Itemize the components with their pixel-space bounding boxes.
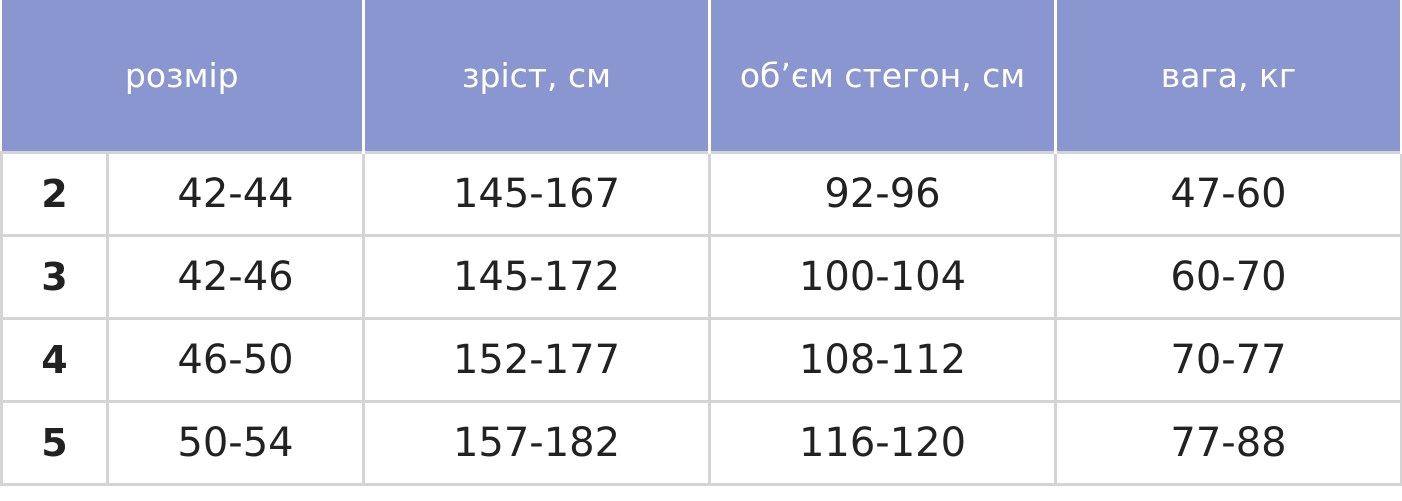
size-number: 5 — [0, 400, 109, 486]
size-number: 4 — [0, 317, 109, 403]
table-row: 5 50-54 157-182 116-120 77-88 — [0, 400, 1402, 486]
size-table: розмір зріст, см об’єм стегон, см вага, … — [0, 0, 1402, 486]
table-row: 4 46-50 152-177 108-112 70-77 — [0, 317, 1402, 403]
table-cell: 157-182 — [362, 400, 712, 486]
header-size: розмір — [1, 0, 366, 153]
table-cell: 145-172 — [362, 234, 712, 320]
table-cell: 100-104 — [708, 234, 1058, 320]
header-weight: вага, кг — [1054, 0, 1402, 153]
table-cell: 42-44 — [105, 151, 366, 237]
header-hips: об’єм стегон, см — [708, 0, 1058, 153]
table-cell: 145-167 — [362, 151, 712, 237]
size-number: 2 — [0, 151, 109, 237]
table-row: 3 42-46 145-172 100-104 60-70 — [0, 234, 1402, 320]
table-row: 2 42-44 145-167 92-96 47-60 — [0, 151, 1402, 237]
table-cell: 50-54 — [105, 400, 366, 486]
table-cell: 92-96 — [708, 151, 1058, 237]
header-row: розмір зріст, см об’єм стегон, см вага, … — [1, 0, 1402, 153]
table-cell: 108-112 — [708, 317, 1058, 403]
table-cell: 116-120 — [708, 400, 1058, 486]
table-cell: 46-50 — [105, 317, 366, 403]
header-height: зріст, см — [362, 0, 712, 153]
table-cell: 60-70 — [1054, 234, 1402, 320]
table-cell: 152-177 — [362, 317, 712, 403]
size-number: 3 — [0, 234, 109, 320]
table-cell: 47-60 — [1054, 151, 1402, 237]
table-cell: 77-88 — [1054, 400, 1402, 486]
table-cell: 42-46 — [105, 234, 366, 320]
table-cell: 70-77 — [1054, 317, 1402, 403]
